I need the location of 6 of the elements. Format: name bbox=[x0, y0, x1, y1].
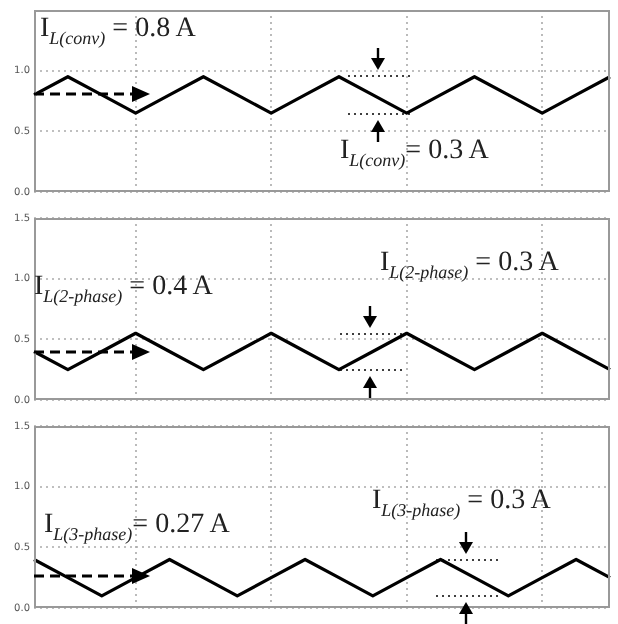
annotation: I$_{L(3-phase)}$= 0.27 A bbox=[44, 510, 230, 548]
annotation: I$_{L(conv)}$ = 0.8 A bbox=[40, 14, 196, 52]
annotation: I$_{L(conv)}$= 0.3 A bbox=[340, 136, 489, 174]
annotation: I$_{L(2-phase)}$ = 0.4 A bbox=[34, 272, 213, 310]
annotation: I$_{L(2-phase)}$ = 0.3 A bbox=[380, 248, 559, 286]
annotation: I$_{L(3-phase)}$ = 0.3 A bbox=[372, 486, 551, 524]
